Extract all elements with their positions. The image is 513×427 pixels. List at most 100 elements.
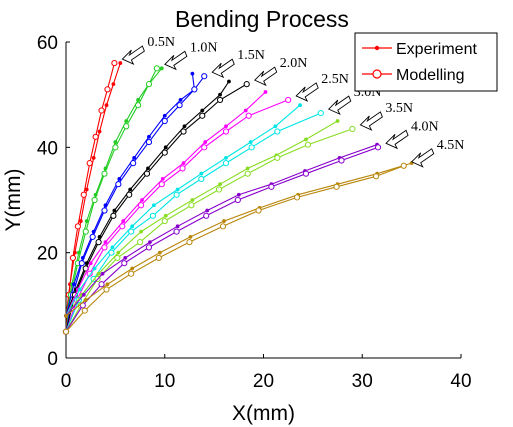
modelling-point — [95, 239, 102, 246]
arrow-icon — [121, 45, 145, 66]
modelling-point — [173, 191, 180, 198]
experiment-point — [178, 98, 183, 102]
modelling-point — [74, 223, 81, 230]
legend-box — [354, 32, 498, 92]
chart-title: Bending Process — [175, 6, 349, 32]
experiment-point — [123, 256, 128, 260]
modelling-point — [110, 212, 117, 219]
modelling-point — [274, 154, 281, 161]
modelling-point — [268, 183, 275, 190]
modelling-point — [374, 144, 382, 151]
force-label-layer: 0.5N 1.0N1.5N2.0N2.5N3.0N3.5N4.0N4.5N — [121, 35, 464, 168]
experiment-point — [182, 124, 187, 129]
experiment-point — [130, 266, 135, 271]
arrow-icon — [385, 129, 409, 150]
modelling-point — [136, 239, 144, 246]
modelling-point — [126, 191, 133, 198]
modelling-point — [161, 149, 168, 156]
experiment-point — [263, 90, 268, 94]
modelling-point — [199, 112, 206, 119]
force-label-3-5N: 3.5N — [359, 101, 413, 131]
experiment-point — [104, 103, 109, 108]
force-label-0-5N: 0.5N — [121, 35, 175, 66]
modelling-point — [155, 254, 162, 262]
legend-experiment-label: Experiment — [396, 41, 477, 58]
series-2-0N — [62, 79, 250, 335]
modelling-point — [104, 86, 111, 93]
modelling-point — [121, 260, 128, 267]
experiment-point — [130, 224, 135, 229]
modelling-point — [153, 65, 160, 72]
experiment-point — [111, 82, 116, 87]
force-label-text: 4.0N — [411, 119, 439, 134]
experiment-line — [65, 104, 301, 317]
experiment-point — [218, 182, 222, 187]
arrow-icon — [211, 58, 235, 79]
modelling-point — [145, 81, 153, 88]
experiment-point — [218, 92, 222, 97]
modelling-point — [101, 244, 108, 251]
modelling-point — [98, 107, 105, 114]
experiment-point — [64, 313, 68, 318]
experiment-line — [65, 91, 266, 317]
y-tick-label: 0 — [47, 349, 58, 370]
modelling-line — [65, 146, 379, 332]
modelling-point — [293, 194, 301, 201]
force-label-1-5N: 1.5N — [211, 48, 265, 79]
modelling-point — [149, 212, 156, 219]
modelling-point — [201, 144, 208, 151]
modelling-point — [191, 86, 198, 93]
force-label-2-0N: 2.0N — [253, 56, 307, 87]
modelling-point — [143, 170, 151, 177]
modelling-line — [65, 75, 205, 332]
modelling-point — [134, 102, 142, 109]
experiment-point — [245, 166, 250, 171]
experiment-point — [132, 155, 137, 160]
modelling-point — [98, 281, 105, 288]
modelling-point — [255, 207, 262, 214]
experiment-point — [83, 298, 88, 302]
arrow-icon — [410, 148, 435, 168]
experiment-point — [298, 103, 302, 108]
modelling-point — [115, 181, 122, 188]
modelling-point — [114, 254, 121, 262]
force-label-1-0N: 1.0N — [164, 40, 218, 71]
experiment-point — [105, 282, 110, 287]
force-label-text: 1.0N — [190, 40, 218, 55]
modelling-point — [92, 133, 99, 140]
experiment-point — [78, 219, 83, 223]
x-tick-label: 40 — [450, 371, 471, 392]
modelling-point — [111, 59, 118, 67]
experiment-point — [224, 155, 228, 160]
experiment-point — [117, 177, 122, 181]
modelling-point — [317, 110, 324, 117]
modelling-line — [65, 165, 404, 333]
experiment-point — [128, 187, 133, 192]
y-axis-label: Y(mm) — [2, 169, 25, 232]
x-tick-label: 10 — [154, 371, 175, 392]
y-tick-label: 60 — [37, 33, 58, 54]
experiment-point — [146, 166, 150, 171]
experiment-point — [140, 198, 144, 202]
experiment-point — [160, 177, 165, 181]
modelling-point — [186, 239, 193, 246]
experiment-point — [97, 129, 102, 134]
arrow-icon — [164, 50, 188, 71]
series-4-5N — [62, 161, 414, 335]
series-1-0N — [62, 65, 164, 335]
force-label-text: 3.5N — [385, 101, 413, 116]
modelling-point — [81, 307, 88, 314]
experiment-point — [203, 140, 208, 144]
experiment-line — [65, 162, 412, 317]
plot-area: 0 10 20 30 40 0 20 40 60 X(mm) Y(mm) — [2, 33, 472, 425]
modelling-point — [108, 249, 115, 256]
experiment-point — [118, 61, 123, 65]
experiment-point — [81, 292, 86, 297]
modelling-point — [188, 202, 195, 209]
modelling-point — [80, 191, 87, 198]
experiment-point — [159, 66, 164, 71]
modelling-line — [65, 128, 353, 332]
x-tick-label: 20 — [253, 371, 274, 392]
experiment-point — [175, 187, 180, 192]
